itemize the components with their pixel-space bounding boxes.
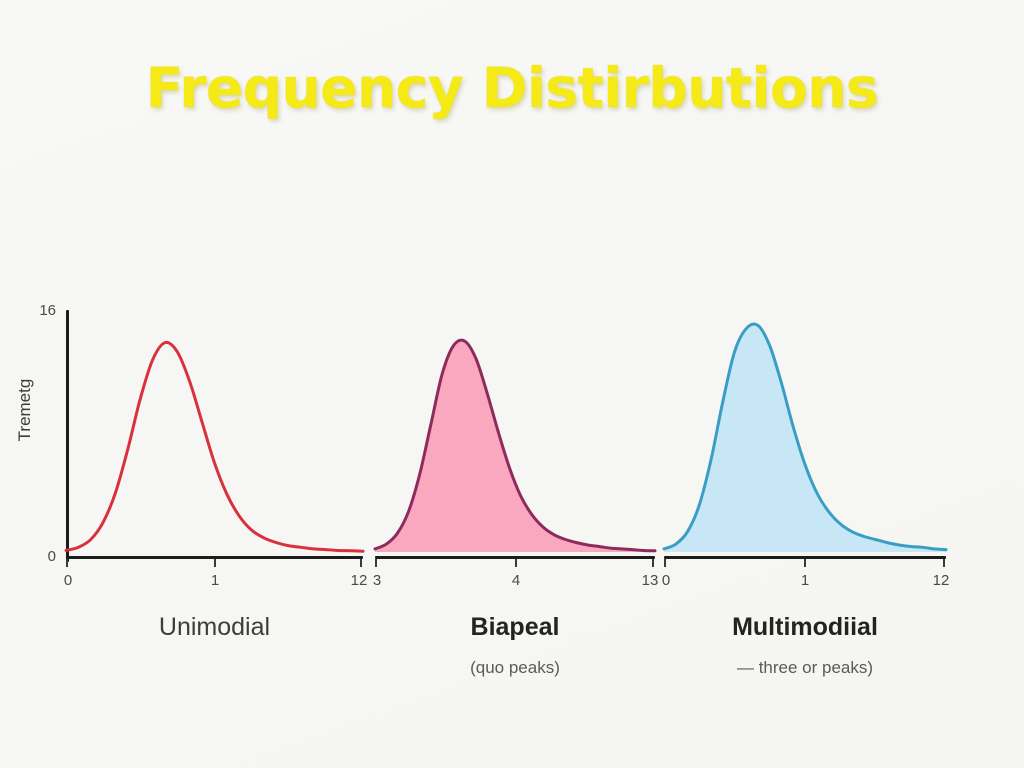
caption-multimodal: Multimodiial — three or peaks) (664, 612, 946, 678)
unimodal-curve (64, 340, 365, 553)
x-tick-label: 0 (63, 572, 73, 589)
x-tick-label: 12 (932, 572, 950, 589)
x-axis-line-bimodal (375, 556, 655, 559)
panel-multimodal: 0 1 12 (662, 300, 949, 589)
caption-title: Biapeal (470, 613, 560, 641)
y-axis-line (66, 310, 69, 562)
x-tick-label: 0 (661, 572, 671, 589)
panel-bimodal: 3 4 13 (373, 300, 658, 589)
curve-stroke (662, 322, 948, 552)
x-tick-mark (66, 559, 68, 567)
caption-subtitle: — three or peaks) (736, 658, 874, 677)
caption-title: Unimodial (158, 613, 271, 641)
caption-unimodal: Unimodial (66, 612, 363, 642)
y-tick-label-top: 16 (39, 302, 56, 319)
caption-title: Multimodiial (732, 613, 878, 641)
x-tick-mark (375, 559, 377, 567)
x-tick-mark (664, 559, 666, 567)
curve-stroke (373, 338, 657, 553)
multimodal-curve (662, 322, 948, 552)
x-tick-mark (214, 559, 216, 567)
curve-fill (375, 340, 655, 552)
x-tick-label: 1 (800, 572, 810, 589)
x-tick-mark (804, 559, 806, 567)
caption-subtitle: (quo peaks) (470, 658, 560, 677)
curve-stroke (64, 340, 365, 553)
x-axis-line-unimodal (66, 556, 363, 559)
x-tick-label: 13 (641, 572, 659, 589)
x-tick-mark (943, 559, 945, 567)
caption-bimodal: Biapeal (quo peaks) (375, 612, 655, 678)
x-tick-mark (360, 559, 362, 567)
page-title: Frequency Distirbutions (145, 56, 879, 120)
bimodal-curve (373, 338, 657, 553)
x-tick-mark (652, 559, 654, 567)
x-axis-line-multimodal (664, 556, 946, 559)
x-tick-label: 3 (372, 572, 382, 589)
x-tick-label: 1 (210, 572, 220, 589)
y-axis-label: Tremetg (15, 378, 34, 442)
x-tick-label: 12 (350, 572, 368, 589)
x-tick-label: 4 (511, 572, 521, 589)
curve-fill (664, 323, 946, 552)
panel-unimodal: 0 1 12 (64, 300, 367, 589)
x-tick-mark (515, 559, 517, 567)
y-tick-label-bottom: 0 (47, 548, 56, 565)
